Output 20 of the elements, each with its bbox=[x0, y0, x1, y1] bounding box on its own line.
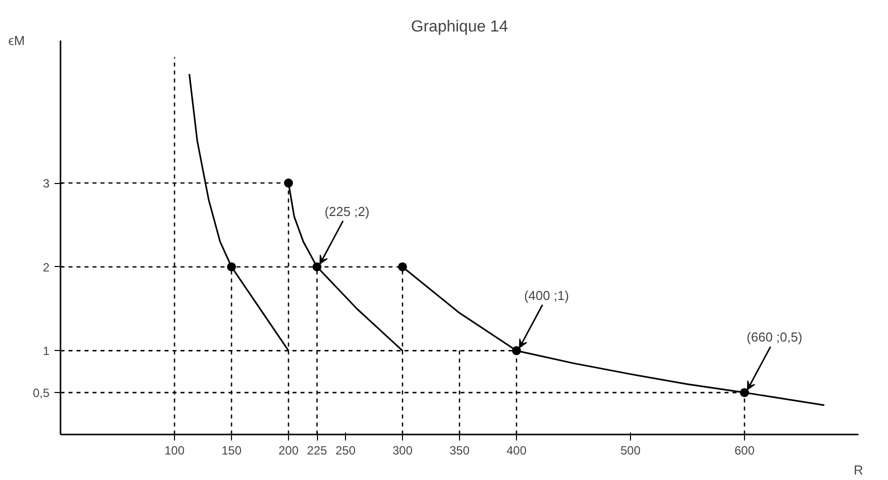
x-tick-label: 225 bbox=[306, 444, 328, 458]
x-tick-label: 400 bbox=[506, 444, 527, 458]
annotation: (225 ;2) bbox=[324, 204, 370, 219]
y-tick-label: 2 bbox=[42, 260, 50, 274]
x-tick-label: 300 bbox=[392, 444, 413, 458]
x-tick-label: 500 bbox=[620, 444, 641, 458]
x-axis-title: R bbox=[854, 462, 864, 478]
x-tick-label: 100 bbox=[164, 444, 185, 458]
annotation: (400 ;1) bbox=[524, 288, 569, 303]
y-tick-label: 3 bbox=[42, 176, 50, 191]
y-tick-label: 0,5 bbox=[32, 386, 50, 400]
x-tick-label: 350 bbox=[449, 444, 470, 458]
annotation: (660 ;0,5) bbox=[746, 330, 802, 345]
x-tick-label: 150 bbox=[221, 444, 242, 458]
y-axis-title: ϵM bbox=[8, 33, 25, 48]
y-tick-label: 1 bbox=[42, 344, 50, 358]
x-tick-label: 250 bbox=[335, 444, 356, 458]
chart-title: Graphique 14 bbox=[411, 18, 508, 36]
x-tick-label: 600 bbox=[734, 444, 755, 458]
x-tick-label: 200 bbox=[278, 444, 299, 458]
